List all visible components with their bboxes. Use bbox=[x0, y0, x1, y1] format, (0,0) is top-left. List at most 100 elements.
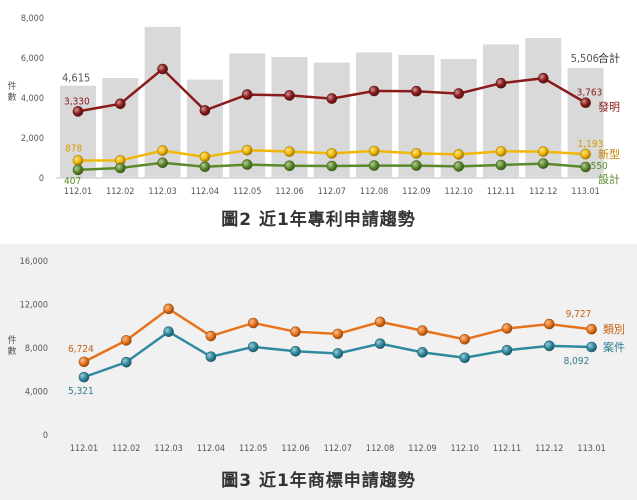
series-point bbox=[242, 90, 252, 100]
x-tick-label: 112.05 bbox=[239, 444, 267, 454]
series-point bbox=[369, 146, 379, 156]
x-tick-label: 112.06 bbox=[275, 187, 303, 197]
y-tick-label: 12,000 bbox=[20, 301, 48, 311]
series-point bbox=[73, 155, 83, 165]
series-point bbox=[248, 318, 258, 328]
x-tick-label: 112.07 bbox=[318, 187, 346, 197]
series-point bbox=[538, 73, 548, 83]
series-point bbox=[581, 98, 591, 108]
series-point bbox=[544, 319, 554, 329]
series-point bbox=[502, 323, 512, 333]
bar-total bbox=[483, 44, 519, 178]
x-tick-label: 112.01 bbox=[64, 187, 92, 197]
series-point bbox=[460, 334, 470, 344]
x-tick-label: 112.08 bbox=[360, 187, 388, 197]
series-point bbox=[496, 160, 506, 170]
y-tick-label: 0 bbox=[43, 431, 48, 441]
x-tick-label: 112.06 bbox=[281, 444, 309, 454]
series-point bbox=[587, 324, 597, 334]
series-point bbox=[496, 146, 506, 156]
series-point bbox=[581, 149, 591, 159]
series-point bbox=[333, 348, 343, 358]
label-total-first: 4,615 bbox=[62, 72, 90, 85]
series-point bbox=[417, 347, 427, 357]
series-point bbox=[158, 146, 168, 156]
label-class-first: 6,724 bbox=[68, 344, 94, 355]
series-point bbox=[248, 342, 258, 352]
series-point bbox=[327, 94, 337, 104]
legend-invention: 發明 bbox=[598, 100, 620, 114]
series-point bbox=[115, 99, 125, 109]
series-point bbox=[158, 158, 168, 168]
series-point bbox=[327, 148, 337, 158]
label-invention-first: 3,330 bbox=[64, 96, 90, 107]
x-tick-label: 112.03 bbox=[154, 444, 182, 454]
label-utility-first: 878 bbox=[65, 143, 82, 154]
series-point bbox=[242, 160, 252, 170]
series-point bbox=[502, 345, 512, 355]
x-tick-label: 112.03 bbox=[148, 187, 176, 197]
series-point bbox=[454, 161, 464, 171]
x-tick-label: 112.07 bbox=[324, 444, 352, 454]
series-point bbox=[73, 106, 83, 116]
trademark-chart: 04,0008,00012,00016,000112.01112.02112.0… bbox=[0, 244, 637, 500]
series-point bbox=[454, 89, 464, 99]
x-tick-label: 112.10 bbox=[445, 187, 473, 197]
x-tick-label: 112.02 bbox=[106, 187, 134, 197]
legend-total: 合計 bbox=[598, 51, 620, 65]
x-tick-label: 112.12 bbox=[529, 187, 557, 197]
x-tick-label: 112.04 bbox=[191, 187, 219, 197]
series-point bbox=[285, 147, 295, 157]
x-tick-label: 112.02 bbox=[112, 444, 140, 454]
bar-total bbox=[272, 57, 308, 178]
series-point bbox=[460, 353, 470, 363]
series-point bbox=[333, 329, 343, 339]
y-tick-label: 16,000 bbox=[20, 257, 48, 267]
label-invention-last: 3,763 bbox=[577, 88, 603, 99]
bar-total bbox=[525, 38, 561, 178]
legend-case: 案件 bbox=[603, 340, 625, 354]
series-point bbox=[115, 163, 125, 173]
trademark-y-axis-label: 件數 bbox=[6, 336, 18, 358]
series-point bbox=[158, 64, 168, 74]
x-tick-label: 112.10 bbox=[451, 444, 479, 454]
x-tick-label: 112.11 bbox=[493, 444, 521, 454]
series-point bbox=[369, 161, 379, 171]
series-point bbox=[581, 162, 591, 172]
series-point bbox=[291, 327, 301, 337]
x-tick-label: 113.01 bbox=[571, 187, 599, 197]
label-class-last: 9,727 bbox=[566, 309, 592, 320]
bar-total bbox=[398, 55, 434, 178]
x-tick-label: 112.08 bbox=[366, 444, 394, 454]
series-point bbox=[285, 90, 295, 100]
series-point bbox=[369, 86, 379, 96]
legend-design: 設計 bbox=[598, 172, 620, 186]
series-point bbox=[375, 317, 385, 327]
series-point bbox=[242, 145, 252, 155]
series-point bbox=[206, 352, 216, 362]
series-point bbox=[121, 335, 131, 345]
y-tick-label: 4,000 bbox=[21, 94, 44, 104]
series-point bbox=[544, 341, 554, 351]
series-point bbox=[411, 161, 421, 171]
y-tick-label: 8,000 bbox=[21, 14, 44, 24]
x-tick-label: 112.01 bbox=[70, 444, 98, 454]
series-point bbox=[496, 78, 506, 88]
series-point bbox=[417, 326, 427, 336]
legend-utility: 新型 bbox=[598, 147, 620, 161]
x-tick-label: 112.09 bbox=[408, 444, 436, 454]
series-point bbox=[200, 162, 210, 172]
trademark-chart-title: 圖3 近1年商標申請趨勢 bbox=[0, 466, 637, 491]
y-tick-label: 4,000 bbox=[25, 388, 48, 398]
patent-chart-panel: 02,0004,0006,0008,000112.01112.02112.031… bbox=[0, 0, 637, 238]
series-point bbox=[79, 372, 89, 382]
series-point bbox=[73, 165, 83, 175]
bar-total bbox=[314, 63, 350, 178]
x-tick-label: 112.04 bbox=[197, 444, 225, 454]
series-point bbox=[538, 159, 548, 169]
series-point bbox=[327, 161, 337, 171]
y-tick-label: 0 bbox=[39, 174, 44, 184]
patent-chart-title: 圖2 近1年專利申請趨勢 bbox=[0, 205, 637, 230]
series-point bbox=[411, 86, 421, 96]
x-tick-label: 113.01 bbox=[577, 444, 605, 454]
